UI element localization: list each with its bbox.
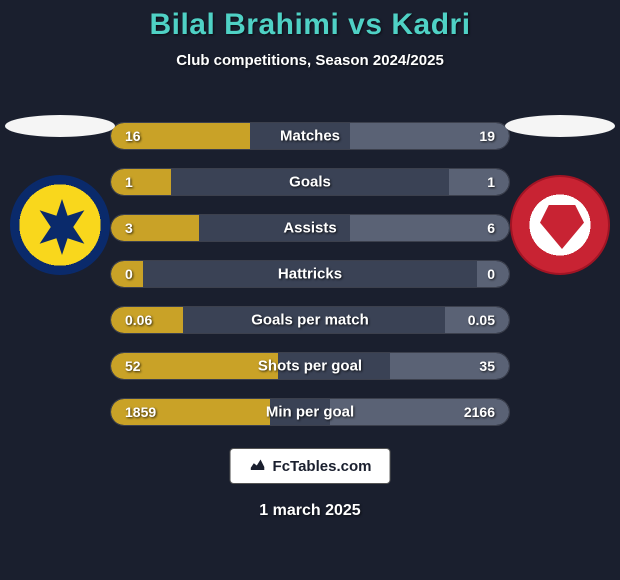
stat-bar-track	[143, 261, 477, 287]
stat-bar: Hattricks00	[110, 260, 510, 288]
stat-bar: Assists36	[110, 214, 510, 242]
stat-bar-left-fill	[111, 353, 278, 379]
stat-bar-left-fill	[111, 169, 171, 195]
player-left-crest-icon	[10, 175, 110, 275]
footer-text: FcTables.com	[273, 458, 372, 475]
stat-bar: Shots per goal5235	[110, 352, 510, 380]
stat-bar-right-fill	[449, 169, 509, 195]
player-left-badge	[5, 115, 115, 285]
chart-icon	[249, 455, 267, 477]
stat-bar-track	[199, 215, 350, 241]
stat-bar-track	[278, 353, 389, 379]
stat-bars-container: Matches1619 Goals11 Assists36 Hattricks00 Go…	[110, 122, 510, 426]
stat-bar-right-fill	[350, 123, 509, 149]
stat-bar: Goals11	[110, 168, 510, 196]
stat-bar-track	[183, 307, 446, 333]
stat-bar-left-fill	[111, 123, 250, 149]
stat-bar-right-fill	[330, 399, 509, 425]
stat-bar-right-fill	[445, 307, 509, 333]
stat-bar: Matches1619	[110, 122, 510, 150]
player-right-crest-icon	[510, 175, 610, 275]
date-text: 1 march 2025	[0, 502, 620, 520]
stat-bar-track	[250, 123, 350, 149]
stat-bar-left-fill	[111, 261, 143, 287]
player-left-ellipse	[5, 115, 115, 137]
stat-bar-right-fill	[477, 261, 509, 287]
stat-bar-track	[171, 169, 450, 195]
infographic-container: Bilal Brahimi vs Kadri Club competitions…	[0, 0, 620, 580]
stat-bar: Goals per match0.060.05	[110, 306, 510, 334]
stat-bar: Min per goal18592166	[110, 398, 510, 426]
stat-bar-left-fill	[111, 399, 270, 425]
footer-badge[interactable]: FcTables.com	[230, 448, 391, 484]
comparison-title: Bilal Brahimi vs Kadri	[0, 8, 620, 42]
stat-bar-right-fill	[390, 353, 509, 379]
stat-bar-left-fill	[111, 307, 183, 333]
stat-bar-right-fill	[350, 215, 509, 241]
player-right-badge	[505, 115, 615, 285]
stat-bar-track	[270, 399, 330, 425]
subtitle: Club competitions, Season 2024/2025	[0, 52, 620, 69]
player-right-ellipse	[505, 115, 615, 137]
stat-bar-left-fill	[111, 215, 199, 241]
